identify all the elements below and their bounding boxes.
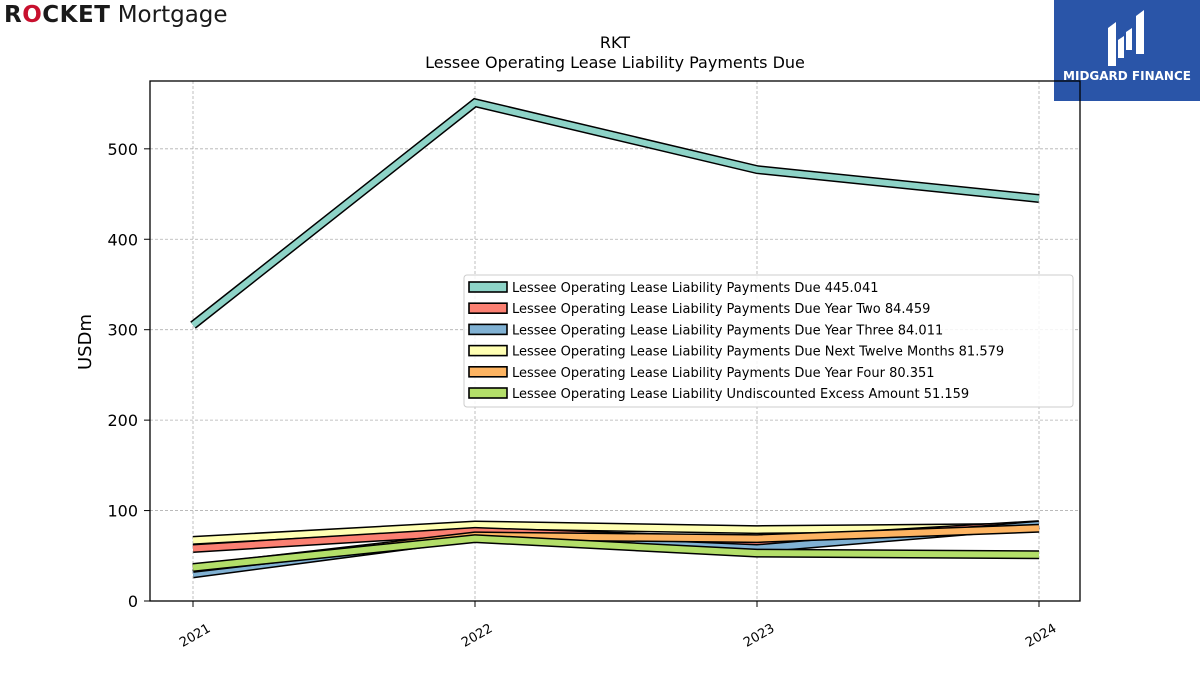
legend-swatch [468,302,508,315]
series-line [192,521,1040,544]
axes: 0 100 200 300 400 500 2021 2022 2023 2024 [107,140,1059,651]
y-tick-label: 0 [128,592,138,611]
logo-text-r: R [4,2,23,28]
legend-label: Lessee Operating Lease Liability Payment… [512,323,943,338]
legend-label: Lessee Operating Lease Liability Payment… [512,366,935,381]
midgard-mark-icon [1108,10,1144,66]
midgard-finance-text: MIDGARD FINANCE [1063,69,1191,83]
logo-text-mortgage: Mortgage [110,2,228,28]
legend-swatch [468,281,508,293]
legend-label: Lessee Operating Lease Liability Undisco… [512,387,969,402]
chart-subtitle: Lessee Operating Lease Liability Payment… [425,53,805,72]
legend-swatch [468,365,508,378]
y-tick-label: 300 [107,321,138,340]
y-axis-label: USDm [75,314,96,370]
legend-swatch [468,323,508,336]
chart-title: RKT [600,33,630,52]
y-tick-label: 400 [107,230,138,249]
series-layer [190,97,1040,579]
legend-label: Lessee Operating Lease Liability Payment… [512,281,878,296]
series-line [191,99,1040,328]
x-tick-label: 2022 [459,621,495,651]
legend-label: Lessee Operating Lease Liability Payment… [512,345,1004,360]
midgard-finance-logo: MIDGARD FINANCE [1054,0,1200,101]
y-tick-label: 200 [107,411,138,430]
series-line [192,535,1040,571]
x-tick-label: 2023 [741,621,777,651]
legend-swatch [468,344,508,357]
rocket-mortgage-logo: ROCKET Mortgage [4,2,228,28]
legend-label: Lessee Operating Lease Liability Payment… [512,302,930,317]
legend-swatch [468,387,508,399]
legend: Lessee Operating Lease Liability Payment… [463,274,1074,408]
y-tick-label: 100 [107,502,138,521]
legend-box [463,274,1074,408]
y-tick-label: 500 [107,140,138,159]
x-tick-label: 2024 [1023,621,1059,651]
logo-text-cket: CKET [42,2,111,28]
logo-text-o: O [22,2,43,28]
x-tick-label: 2021 [177,621,213,651]
plot-frame [149,80,1081,602]
